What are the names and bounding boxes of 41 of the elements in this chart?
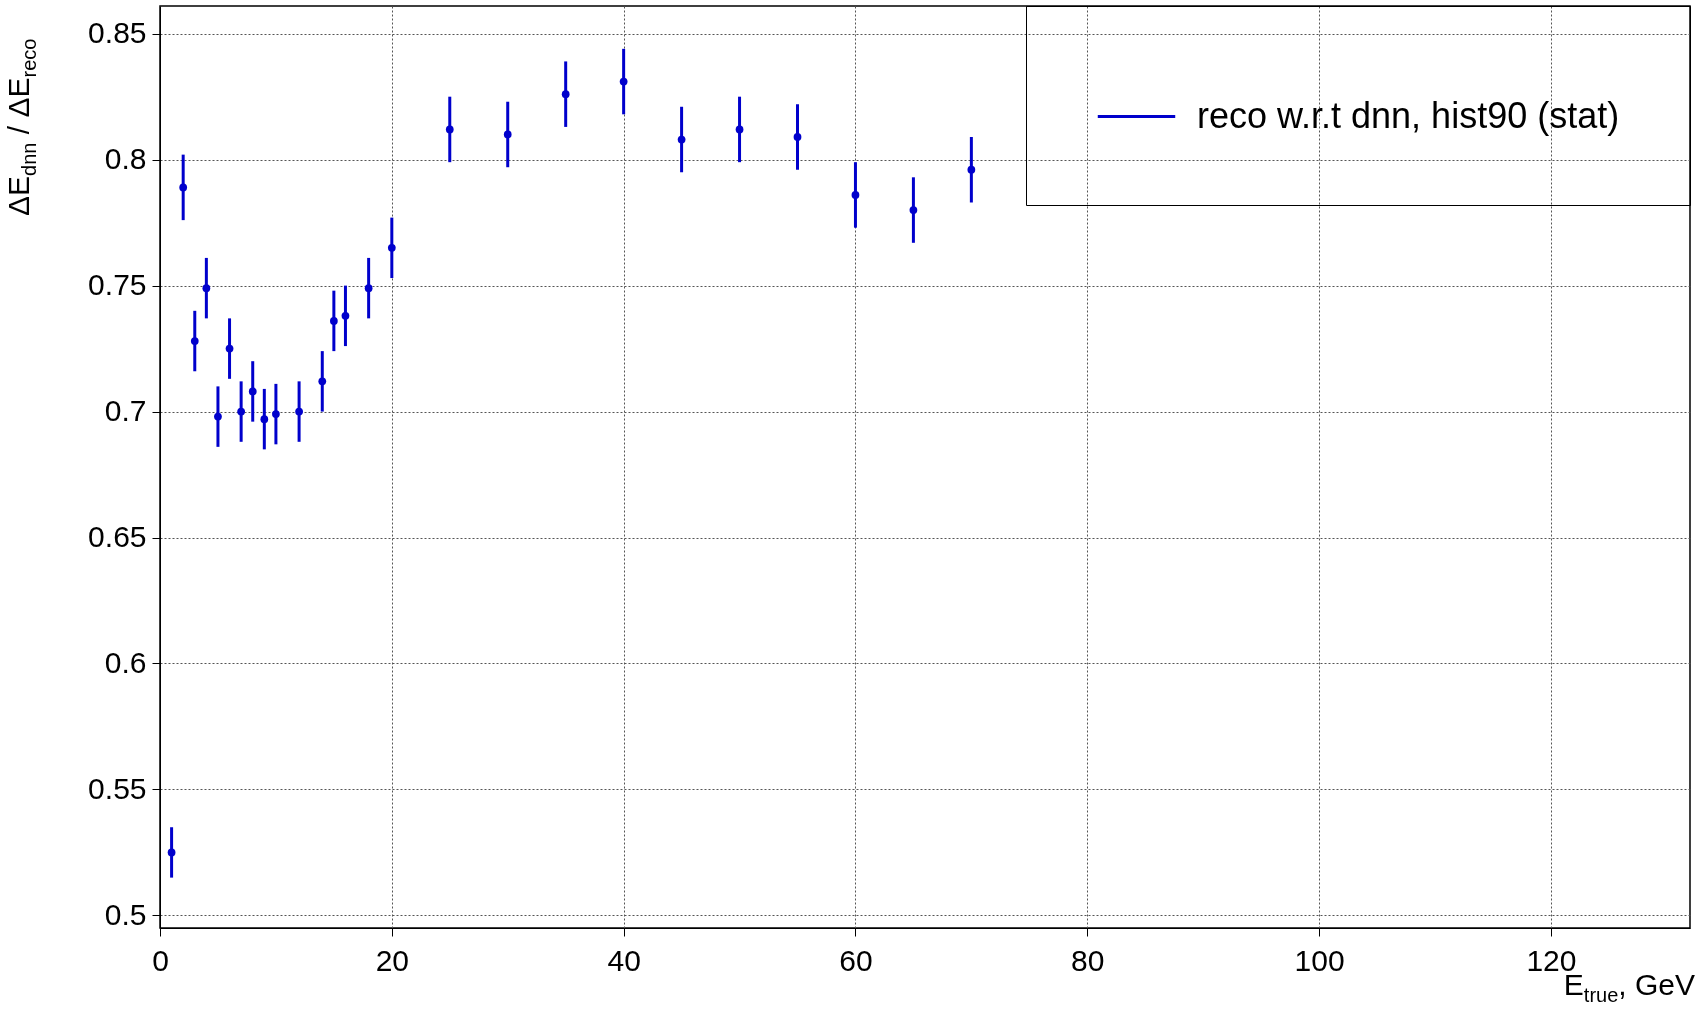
point <box>793 133 802 141</box>
point <box>329 317 338 325</box>
point <box>851 191 860 199</box>
point <box>295 407 303 416</box>
y-tick-label: 0.7 <box>104 394 147 428</box>
point <box>248 387 257 396</box>
point <box>619 77 628 86</box>
x-tick-label: 80 <box>1071 943 1105 977</box>
point <box>503 130 512 139</box>
point <box>202 284 211 293</box>
point <box>318 377 327 386</box>
point <box>179 183 188 192</box>
point <box>387 243 396 252</box>
y-tick-label: 0.55 <box>88 771 147 805</box>
point <box>364 284 373 293</box>
y-tick-label: 0.65 <box>88 520 147 554</box>
point <box>272 410 280 418</box>
y-tick-label: 0.85 <box>88 16 147 50</box>
legend-label: reco w.r.t dnn, hist90 (stat) <box>1197 94 1620 136</box>
y-tick-label: 0.75 <box>88 268 147 302</box>
x-tick-label: 40 <box>607 943 641 977</box>
y-tick-label: 0.8 <box>104 142 147 176</box>
x-tick-label: 60 <box>839 943 873 977</box>
point <box>167 848 176 857</box>
y-tick-label: 0.5 <box>104 897 147 931</box>
point <box>260 415 269 423</box>
y-tick-label: 0.6 <box>104 645 147 679</box>
point <box>561 90 570 99</box>
point <box>735 125 744 134</box>
point <box>214 412 222 421</box>
point <box>341 311 350 320</box>
x-tick-label: 0 <box>152 943 169 977</box>
point <box>237 407 246 416</box>
point <box>225 344 234 353</box>
x-tick-label: 100 <box>1294 943 1345 977</box>
point <box>909 206 918 214</box>
x-tick-label: 20 <box>375 943 410 977</box>
point <box>677 135 686 144</box>
point <box>967 165 976 174</box>
point <box>445 125 454 134</box>
point <box>190 337 199 345</box>
